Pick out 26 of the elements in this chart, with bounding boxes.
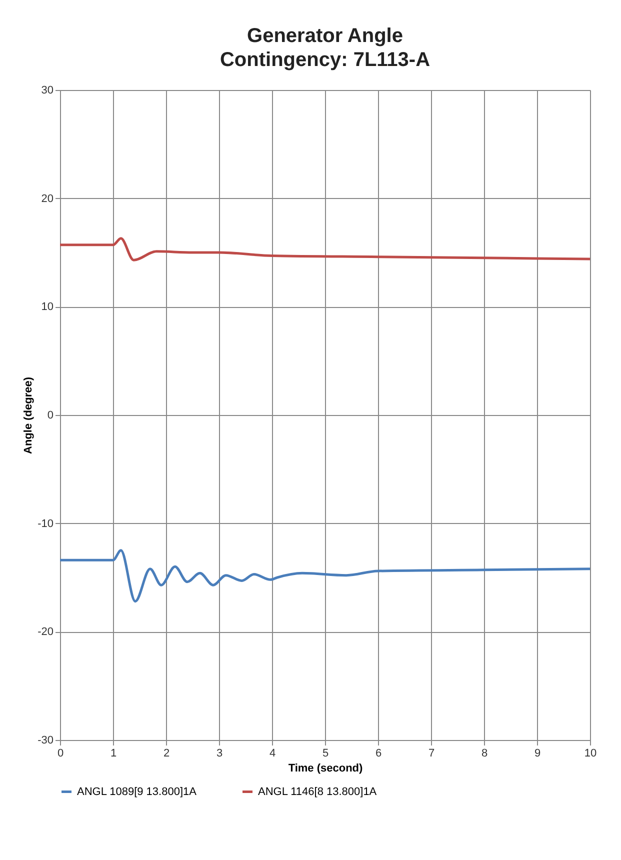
y-tick-label: -10 xyxy=(38,518,54,530)
chart-title: Generator Angle xyxy=(247,25,403,47)
y-tick-label: 10 xyxy=(41,301,54,314)
line-series xyxy=(58,549,592,603)
y-tick-label: 20 xyxy=(41,192,54,205)
x-tick-label: 9 xyxy=(534,748,541,760)
y-tick-label: 0 xyxy=(47,410,54,422)
x-tick-label: 7 xyxy=(428,748,435,760)
y-axis-title: Angle (degree) xyxy=(22,376,35,454)
y-tick-label: -20 xyxy=(38,626,54,638)
x-tick-label: 3 xyxy=(216,748,223,760)
x-tick-label: 8 xyxy=(481,748,488,760)
x-tick-label: 5 xyxy=(322,748,329,760)
x-axis-title: Time (second) xyxy=(288,762,364,774)
legend-label: ANGL 1089[9 13.800]1A xyxy=(77,786,198,798)
x-tick-label: 4 xyxy=(269,748,276,760)
x-tick-label: 6 xyxy=(375,748,382,760)
chart-subtitle: Contingency: 7L113-A xyxy=(220,49,430,71)
y-tick-label: 30 xyxy=(41,84,54,96)
x-tick-label: 2 xyxy=(163,748,170,760)
legend-label: ANGL 1146[8 13.800]1A xyxy=(258,786,378,798)
y-tick-label: -30 xyxy=(38,734,54,746)
x-tick-label: 10 xyxy=(584,748,597,760)
x-tick-label: 0 xyxy=(57,748,64,760)
line-series xyxy=(58,237,592,262)
x-tick-label: 1 xyxy=(110,748,117,760)
